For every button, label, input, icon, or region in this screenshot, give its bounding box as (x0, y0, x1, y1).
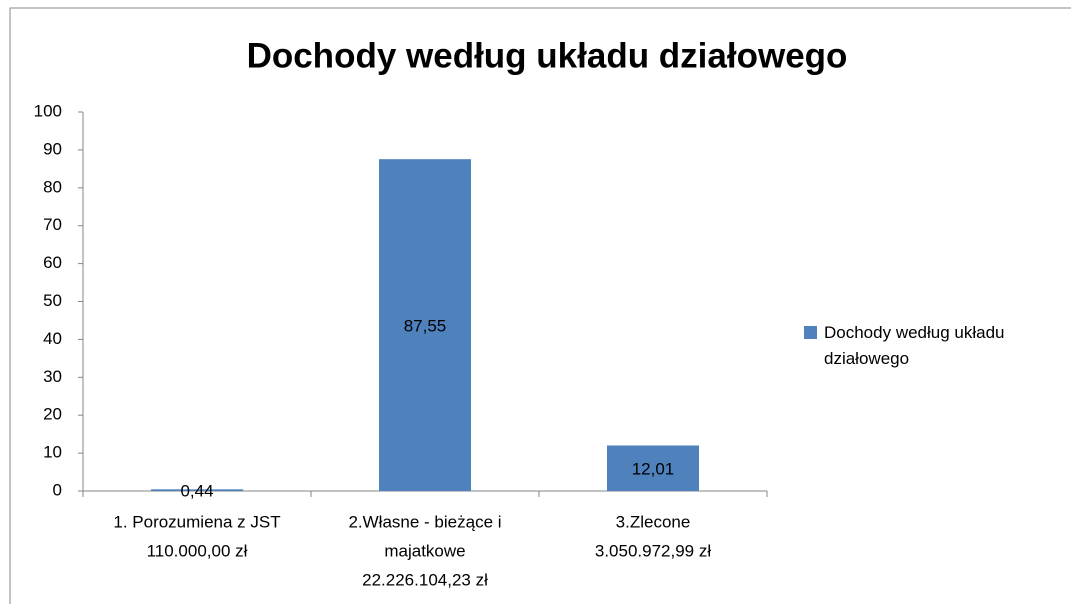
y-tick-label: 100 (34, 101, 62, 120)
value-label: 0,44 (180, 482, 213, 501)
chart-title: Dochody według układu działowego (247, 36, 848, 75)
y-tick-label: 20 (43, 405, 62, 424)
x-tick-label: 3.050.972,99 zł (595, 541, 711, 560)
x-tick-label: 2.Własne - bieżące i (348, 512, 501, 531)
x-tick-label: 110.000,00 zł (147, 541, 248, 560)
value-label: 87,55 (404, 317, 447, 336)
y-tick-label: 90 (43, 139, 62, 158)
value-label: 12,01 (632, 460, 675, 479)
y-tick-label: 40 (43, 329, 62, 348)
x-tick-label: 3.Zlecone (616, 512, 691, 531)
y-tick-label: 50 (43, 291, 62, 310)
bar (379, 159, 471, 492)
y-tick-label: 60 (43, 253, 62, 272)
x-tick-label: 22.226.104,23 zł (362, 570, 488, 589)
y-tick-label: 10 (43, 443, 62, 462)
y-tick-label: 80 (43, 177, 62, 196)
y-tick-label: 0 (53, 480, 62, 499)
y-tick-label: 70 (43, 215, 62, 234)
y-tick-label: 30 (43, 367, 62, 386)
bar (151, 489, 243, 491)
bar (607, 445, 699, 491)
legend-label: Dochody według układu działowego (824, 323, 1005, 368)
legend-swatch (804, 326, 817, 339)
x-tick-label: 1. Porozumiena z JST (113, 512, 280, 531)
legend: Dochody według układu działowego (804, 320, 1069, 372)
x-tick-label: majatkowe (384, 541, 465, 560)
chart-border (9, 7, 1071, 604)
